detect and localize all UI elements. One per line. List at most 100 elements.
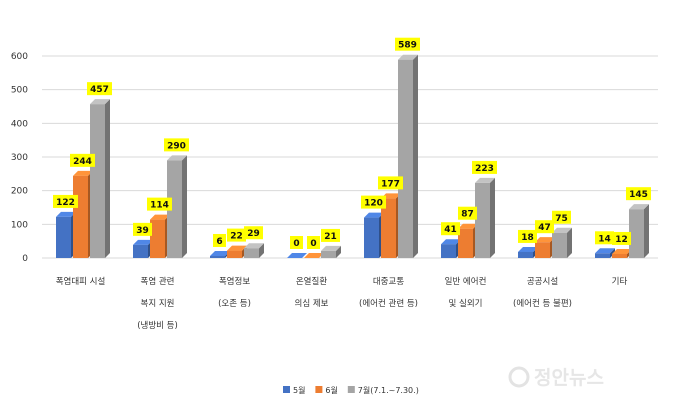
data-label-text: 22 (230, 232, 243, 242)
category-label-line: (냉방비 등) (137, 320, 178, 331)
bar-front (321, 250, 336, 258)
data-label-bg (535, 220, 554, 234)
bar-front (73, 175, 88, 258)
y-tick-label: 100 (11, 220, 28, 230)
data-label-text: 39 (136, 226, 149, 236)
bar-front (441, 244, 456, 258)
legend-label: 5월 (293, 385, 305, 395)
bar-side (644, 204, 649, 258)
bar-side (490, 177, 495, 258)
category-label-line: 폭염정보 (219, 276, 250, 287)
data-label-text: 290 (167, 141, 186, 151)
category-label-line: 온열질환 (296, 276, 327, 287)
bar-top (167, 155, 187, 161)
bar (398, 54, 418, 258)
bar-front (552, 232, 567, 258)
bar-front (364, 217, 379, 258)
data-label-text: 177 (381, 179, 400, 189)
watermark-text: 정안뉴스 (534, 367, 604, 389)
bar-side (336, 245, 341, 258)
data-label-text: 457 (90, 85, 109, 95)
data-label: 22 (227, 228, 246, 242)
y-tick-label: 200 (11, 187, 28, 197)
data-label-text: 122 (56, 198, 75, 208)
data-label: 223 (472, 160, 497, 174)
bar (244, 243, 264, 258)
bar-side (105, 99, 110, 258)
bar (321, 245, 341, 258)
bar-top (304, 253, 324, 258)
bar-top (552, 227, 572, 233)
data-label-text: 244 (73, 157, 92, 167)
data-label-text: 21 (324, 232, 337, 242)
bar-front (227, 250, 242, 258)
category-label-line: 및 실외기 (449, 298, 483, 309)
y-tick-label: 300 (11, 153, 28, 163)
data-label-text: 6 (216, 237, 222, 247)
category-label: 폭염정보 (오존 등) (218, 276, 251, 309)
data-label-text: 18 (521, 233, 534, 243)
data-label: 12 (612, 231, 631, 245)
category-label: 대중교통 (에어컨 관련 등) (359, 277, 418, 309)
data-label-text: 14 (598, 234, 611, 244)
data-label: 290 (164, 138, 189, 152)
bar-side (610, 248, 615, 258)
data-label-bg (133, 222, 152, 236)
category-label-line: 대중교통 (373, 277, 404, 287)
bar-top (398, 54, 418, 60)
bar-front (518, 251, 533, 258)
category-label-line: (오존 등) (218, 299, 251, 309)
bar-top (73, 170, 93, 176)
bar-top (133, 239, 153, 245)
bar-front (90, 104, 105, 258)
bar (552, 227, 572, 258)
data-label-text: 75 (555, 214, 568, 224)
legend-item: 7월(7.1.~7.30.) (347, 385, 419, 395)
bar-top (458, 223, 478, 229)
data-label: 75 (552, 210, 571, 224)
bar-top (441, 239, 461, 245)
data-label-bg (164, 138, 189, 152)
data-label: 457 (87, 82, 112, 96)
data-label: 244 (70, 153, 95, 167)
legend-label: 6월 (325, 385, 337, 395)
data-label: 0 (307, 236, 320, 249)
data-label-bg (458, 206, 477, 220)
data-label-bg (244, 226, 263, 240)
watermark-logo-icon (508, 366, 530, 388)
data-label-bg (441, 222, 460, 236)
data-label-bg (53, 194, 78, 208)
bar-top (595, 248, 615, 254)
bar-side (259, 243, 264, 258)
category-label-line: 복지 지원 (141, 299, 175, 309)
data-label-bg (70, 153, 95, 167)
bar-top (227, 245, 247, 251)
bar-top (535, 237, 555, 243)
data-label-text: 0 (293, 239, 299, 249)
bar-front (535, 242, 550, 258)
bar-front (167, 160, 182, 258)
bar-top (244, 243, 264, 249)
category-label-line: 폭염대피 시설 (56, 276, 106, 287)
bar-top (321, 245, 341, 251)
bar-top (210, 250, 230, 256)
data-label: 6 (213, 233, 226, 247)
legend-swatch (347, 386, 355, 393)
data-label-bg (307, 236, 320, 249)
bar-top (287, 253, 307, 258)
category-label: 폭염대피 시설 (56, 276, 106, 287)
y-tick-label: 500 (11, 86, 28, 96)
bar-front (150, 219, 165, 258)
legend-item: 5월 (283, 385, 305, 395)
data-label: 18 (518, 229, 537, 243)
bar (629, 204, 649, 258)
data-label: 145 (626, 187, 651, 201)
bar-front (133, 244, 148, 258)
bar-side (567, 227, 572, 258)
data-label: 87 (458, 206, 477, 220)
